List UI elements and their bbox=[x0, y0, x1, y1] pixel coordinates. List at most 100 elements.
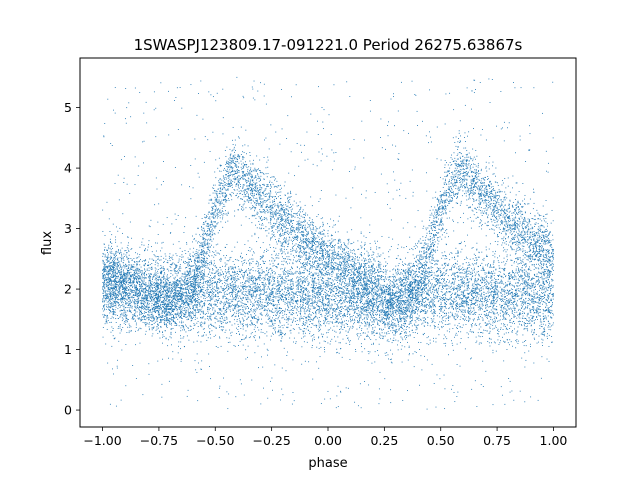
data-point bbox=[150, 283, 152, 285]
data-point bbox=[280, 330, 282, 332]
data-point bbox=[122, 297, 124, 299]
data-point bbox=[232, 278, 234, 280]
data-point bbox=[334, 330, 336, 332]
data-point bbox=[381, 279, 383, 281]
data-point bbox=[149, 296, 151, 298]
data-point bbox=[346, 292, 348, 294]
data-point bbox=[520, 301, 522, 302]
data-point bbox=[112, 299, 114, 301]
data-point bbox=[527, 305, 529, 307]
data-point bbox=[460, 297, 462, 299]
data-point bbox=[129, 299, 131, 301]
data-point bbox=[420, 355, 422, 357]
data-point bbox=[538, 280, 540, 282]
data-point bbox=[504, 342, 506, 343]
data-point bbox=[279, 290, 281, 292]
data-point bbox=[284, 294, 286, 296]
data-point bbox=[181, 320, 183, 322]
data-point bbox=[522, 289, 524, 291]
data-point bbox=[195, 306, 197, 308]
data-point bbox=[290, 287, 292, 288]
data-point bbox=[442, 316, 444, 318]
data-point bbox=[141, 260, 143, 262]
data-point bbox=[262, 299, 264, 301]
data-point bbox=[472, 318, 474, 320]
data-point bbox=[407, 341, 408, 343]
data-point bbox=[319, 271, 321, 273]
data-point bbox=[141, 317, 143, 319]
data-point bbox=[224, 331, 226, 333]
data-point bbox=[344, 301, 346, 303]
data-point bbox=[526, 284, 528, 286]
data-point bbox=[180, 341, 182, 343]
data-point bbox=[217, 279, 219, 281]
data-point bbox=[365, 316, 367, 318]
data-point bbox=[246, 277, 248, 279]
data-point bbox=[179, 317, 181, 318]
data-point bbox=[114, 296, 115, 298]
data-point bbox=[493, 295, 495, 297]
data-point bbox=[168, 270, 170, 272]
data-point bbox=[370, 280, 372, 282]
data-point bbox=[133, 274, 135, 276]
data-point bbox=[499, 299, 501, 301]
data-point bbox=[502, 300, 503, 302]
data-point bbox=[165, 297, 167, 299]
data-point bbox=[256, 289, 258, 291]
data-point bbox=[322, 305, 324, 307]
data-point bbox=[478, 273, 480, 275]
data-point bbox=[305, 319, 307, 321]
data-point bbox=[295, 260, 297, 262]
data-point bbox=[240, 297, 241, 299]
data-point bbox=[437, 295, 439, 297]
data-point bbox=[318, 323, 320, 325]
data-point bbox=[350, 289, 352, 291]
data-point bbox=[150, 280, 151, 282]
data-point bbox=[522, 278, 524, 279]
data-point bbox=[176, 309, 178, 311]
data-point bbox=[442, 273, 444, 275]
data-point bbox=[253, 277, 254, 279]
data-point bbox=[470, 312, 472, 314]
data-point bbox=[243, 311, 245, 313]
data-point bbox=[490, 278, 492, 279]
data-point bbox=[211, 263, 213, 265]
data-point bbox=[443, 267, 445, 269]
data-point bbox=[443, 279, 445, 281]
data-point bbox=[190, 311, 192, 312]
data-point bbox=[365, 325, 367, 327]
data-point bbox=[463, 295, 465, 297]
data-point bbox=[322, 296, 324, 298]
data-point bbox=[419, 291, 420, 293]
data-point bbox=[492, 307, 494, 309]
data-point bbox=[355, 349, 356, 350]
data-point bbox=[333, 318, 335, 320]
data-point bbox=[302, 290, 304, 292]
data-point bbox=[331, 321, 333, 323]
data-point bbox=[430, 311, 432, 312]
data-point bbox=[513, 315, 515, 317]
data-point bbox=[216, 290, 218, 291]
data-point bbox=[162, 297, 164, 299]
data-point bbox=[185, 300, 187, 302]
data-point bbox=[119, 272, 121, 274]
data-point bbox=[312, 301, 314, 303]
data-point bbox=[332, 308, 334, 310]
data-point bbox=[281, 308, 282, 310]
data-point bbox=[187, 262, 189, 264]
data-point bbox=[153, 275, 155, 277]
data-point bbox=[415, 295, 417, 297]
data-point bbox=[129, 278, 131, 280]
data-point bbox=[374, 302, 376, 303]
data-point bbox=[303, 281, 305, 283]
data-point bbox=[401, 310, 403, 312]
data-point bbox=[327, 342, 329, 344]
data-point bbox=[157, 283, 159, 285]
data-point bbox=[534, 301, 536, 302]
data-point bbox=[314, 308, 316, 310]
data-point bbox=[480, 294, 482, 296]
data-point bbox=[527, 294, 529, 296]
data-point bbox=[475, 312, 477, 313]
data-point bbox=[181, 284, 183, 286]
data-point bbox=[359, 306, 361, 308]
